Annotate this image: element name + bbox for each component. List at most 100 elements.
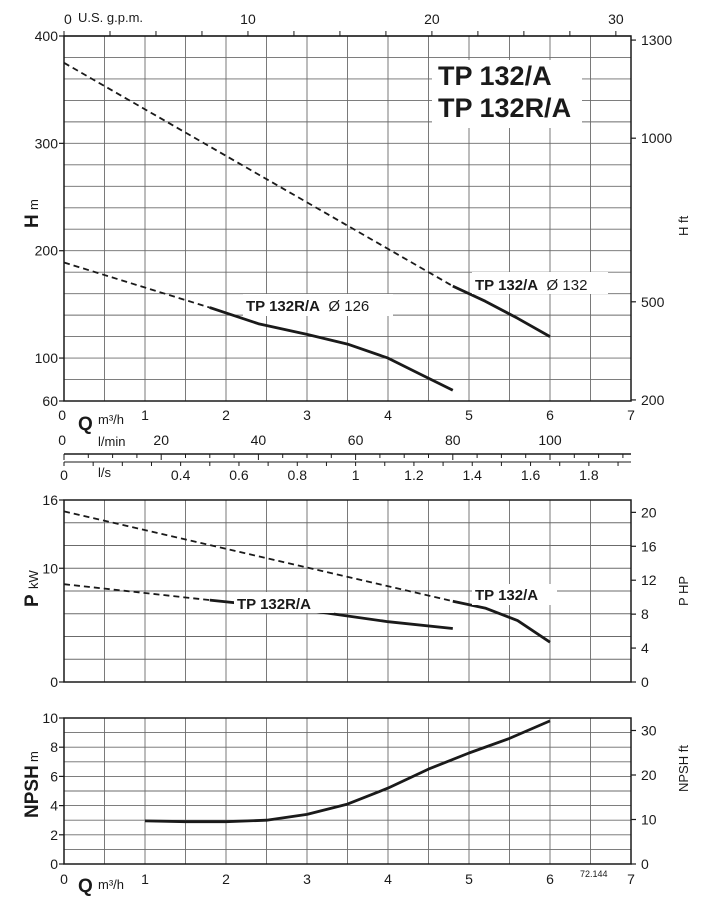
npsh-y-tick-label: 8 — [50, 739, 58, 755]
q-top-tick-label: 1 — [141, 407, 149, 423]
ls-axis-label: l/s — [98, 465, 112, 480]
npsh-y2-tick-label: 0 — [641, 856, 649, 872]
power-y-tick-label: 10 — [42, 560, 58, 576]
npsh-y2-tick-label: 30 — [641, 722, 657, 738]
lmin-tick-label: 100 — [538, 432, 562, 448]
npsh-ft-axis-label: NPSH ft — [676, 745, 691, 792]
ls-tick-label: 1 — [352, 467, 360, 483]
ls-tick-label: 0 — [60, 467, 68, 483]
curve-label-tp132r-power: TP 132R/A — [237, 596, 311, 613]
title-line-1: TP 132/A — [438, 61, 552, 91]
power-axis-letter: P — [22, 594, 43, 607]
q-top-tick-label: 6 — [546, 407, 554, 423]
q-top-letter: Q — [78, 414, 93, 435]
label-bg-132 — [472, 272, 608, 294]
npsh-axis-unit: m — [26, 751, 41, 762]
power-y2-tick-label: 8 — [641, 606, 649, 622]
q-top-tick-label: 2 — [222, 407, 230, 423]
head-curve-1-dashed — [63, 261, 211, 309]
lmin-tick-label: 80 — [445, 432, 461, 448]
q-top-zero-label: 0 — [58, 407, 66, 423]
gpm-axis-label: U.S. g.p.m. — [78, 10, 143, 25]
q-bottom-tick-label: 4 — [384, 871, 392, 887]
head-y2-tick-label: 1000 — [641, 130, 672, 146]
power-curve-0-dashed — [63, 510, 454, 603]
head-y-tick-label: 300 — [35, 135, 59, 151]
q-top-unit: m³/h — [98, 412, 124, 427]
power-axis-unit: kW — [26, 570, 41, 590]
q-bottom-tick-label: 5 — [465, 871, 473, 887]
q-bottom-axis-label: Q m³/h — [78, 876, 124, 897]
q-bottom-tick-label: 6 — [546, 871, 554, 887]
gpm-tick-label: 20 — [424, 11, 440, 27]
npsh-y2-tick-label: 20 — [641, 767, 657, 783]
q-top-tick-label: 4 — [384, 407, 392, 423]
npsh-curve-0-solid — [144, 719, 551, 824]
power-curve-1-dashed — [63, 583, 210, 601]
power-y2-tick-label: 0 — [641, 674, 649, 690]
ls-tick-label: 1.6 — [521, 467, 541, 483]
npsh-y-tick-label: 4 — [50, 798, 58, 814]
head-y-tick-label: 200 — [35, 243, 59, 259]
npsh-y-tick-label: 6 — [50, 768, 58, 784]
npsh-y-tick-label: 10 — [42, 710, 58, 726]
npsh-y-tick-label: 0 — [50, 856, 58, 872]
q-bottom-tick-label: 1 — [141, 871, 149, 887]
lmin-tick-label: 60 — [348, 432, 364, 448]
curve-label-tp132-power: TP 132/A — [475, 587, 538, 604]
q-bottom-tick-label: 2 — [222, 871, 230, 887]
head-ft-axis-label: H ft — [676, 215, 691, 236]
ls-tick-label: 0.8 — [288, 467, 308, 483]
head-y-tick-label: 60 — [42, 393, 58, 409]
head-axis-label: H m — [22, 199, 43, 228]
power-axis-label: P kW — [22, 570, 43, 608]
power-y2-tick-label: 20 — [641, 504, 657, 520]
q-bottom-tick-label: 7 — [627, 871, 635, 887]
npsh-grid — [63, 717, 632, 865]
ls-tick-label: 0.4 — [171, 467, 191, 483]
ls-tick-label: 1.2 — [404, 467, 424, 483]
head-axis-unit: m — [26, 199, 41, 210]
lmin-tick-label: 20 — [153, 432, 169, 448]
power-curve-0-solid — [452, 599, 551, 644]
power-y-tick-label: 16 — [42, 492, 58, 508]
label-bg-126 — [243, 294, 393, 316]
npsh-y-tick-label: 2 — [50, 827, 58, 843]
gpm-tick-label: 0 — [64, 11, 72, 27]
lmin-tick-label: 0 — [58, 432, 66, 448]
power-y-tick-label: 0 — [50, 674, 58, 690]
lmin-tick-label: 40 — [251, 432, 267, 448]
head-curve-0-dashed — [63, 62, 454, 287]
gpm-tick-label: 10 — [240, 11, 256, 27]
title-box — [432, 60, 582, 128]
head-y-tick-label: 100 — [35, 350, 59, 366]
power-y2-tick-label: 16 — [641, 538, 657, 554]
power-hp-axis-label: P HP — [676, 576, 691, 606]
chart-code: 72.144 — [580, 869, 608, 879]
q-bottom-tick-label: 3 — [303, 871, 311, 887]
q-bottom-tick-label: 0 — [60, 871, 68, 887]
head-y-tick-label: 400 — [35, 28, 59, 44]
gpm-tick-label: 30 — [608, 11, 624, 27]
head-curve-1-solid — [209, 306, 454, 392]
head-y2-tick-label: 500 — [641, 294, 665, 310]
head-curve-0-solid — [452, 284, 551, 338]
q-top-tick-label: 5 — [465, 407, 473, 423]
head-y2-tick-label: 1300 — [641, 32, 672, 48]
head-axis-letter: H — [22, 214, 43, 228]
q-bottom-unit: m³/h — [98, 877, 124, 892]
ls-tick-label: 0.6 — [229, 467, 249, 483]
q-top-tick-label: 7 — [627, 407, 635, 423]
q-top-axis-label: Q m³/h — [78, 412, 124, 435]
npsh-axis-label: NPSH m — [22, 751, 43, 818]
lmin-axis-label: l/min — [98, 434, 125, 449]
head-y2-tick-label: 200 — [641, 392, 665, 408]
ls-tick-label: 1.8 — [579, 467, 599, 483]
label-bg-power-r — [234, 592, 334, 613]
q-top-tick-label: 3 — [303, 407, 311, 423]
title-line-2: TP 132R/A — [438, 93, 571, 123]
power-y2-tick-label: 4 — [641, 640, 649, 656]
curve-label-tp132r-head: TP 132R/A Ø 126 — [246, 298, 369, 315]
ls-tick-label: 1.4 — [463, 467, 483, 483]
npsh-y2-tick-label: 10 — [641, 811, 657, 827]
